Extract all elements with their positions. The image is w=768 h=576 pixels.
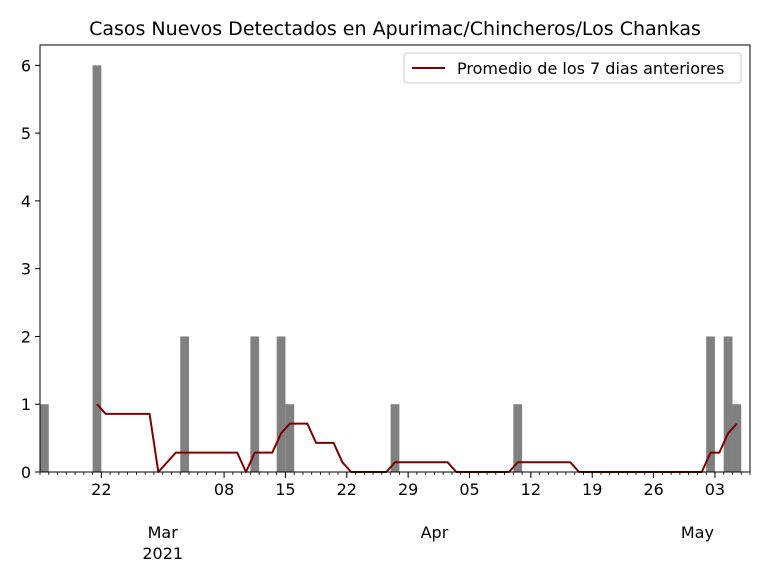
y-tick-label-6: 6	[21, 56, 31, 75]
year-label: 2021	[142, 544, 183, 563]
plot-frame	[39, 44, 751, 473]
bar-2021-03-11	[250, 336, 260, 472]
x-tick-label-2021-03-15: 15	[275, 480, 295, 499]
bar-2021-03-14	[276, 336, 286, 472]
x-tick-label-2021-02-22: 22	[91, 480, 111, 499]
month-label-May: May	[681, 523, 714, 542]
bar-2021-02-21	[92, 65, 102, 472]
month-label-Mar: Mar	[148, 523, 179, 542]
x-tick-label-2021-03-08: 08	[214, 480, 234, 499]
legend-box	[403, 52, 742, 84]
line-layer	[96, 403, 738, 473]
legend: Promedio de los 7 dias anteriores	[403, 52, 742, 84]
x-tick-label-2021-03-22: 22	[337, 480, 357, 499]
x-tick-label-2021-04-26: 26	[643, 480, 663, 499]
legend-entry-label: Promedio de los 7 dias anteriores	[457, 59, 724, 78]
y-tick-label-3: 3	[21, 260, 31, 279]
bar-2021-05-05	[732, 404, 742, 472]
chart-title: Casos Nuevos Detectados en Apurimac/Chin…	[89, 18, 701, 40]
bar-2021-03-03	[180, 336, 190, 472]
bar-2021-03-27	[390, 404, 400, 472]
bar-2021-05-02	[706, 336, 715, 472]
x-tick-label-2021-05-03: 03	[705, 480, 725, 499]
series-line-0	[96, 403, 738, 473]
bar-2021-02-15	[40, 404, 49, 472]
bar-2021-05-04	[723, 336, 733, 472]
x-tick-label-2021-04-05: 05	[459, 480, 479, 499]
y-tick-label-0: 0	[21, 463, 31, 482]
x-tick-label-2021-04-12: 12	[521, 480, 541, 499]
y-tick-label-4: 4	[21, 192, 31, 211]
x-tick-label-2021-03-29: 29	[398, 480, 418, 499]
month-label-Apr: Apr	[421, 523, 449, 542]
axes-layer	[39, 44, 751, 473]
bar-2021-04-10	[513, 404, 523, 472]
x-tick-label-2021-04-19: 19	[582, 480, 602, 499]
y-tick-label-1: 1	[21, 395, 31, 414]
bars-layer	[40, 65, 742, 472]
bar-2021-03-15	[285, 404, 295, 472]
y-tick-label-2: 2	[21, 327, 31, 346]
y-tick-label-5: 5	[21, 124, 31, 143]
